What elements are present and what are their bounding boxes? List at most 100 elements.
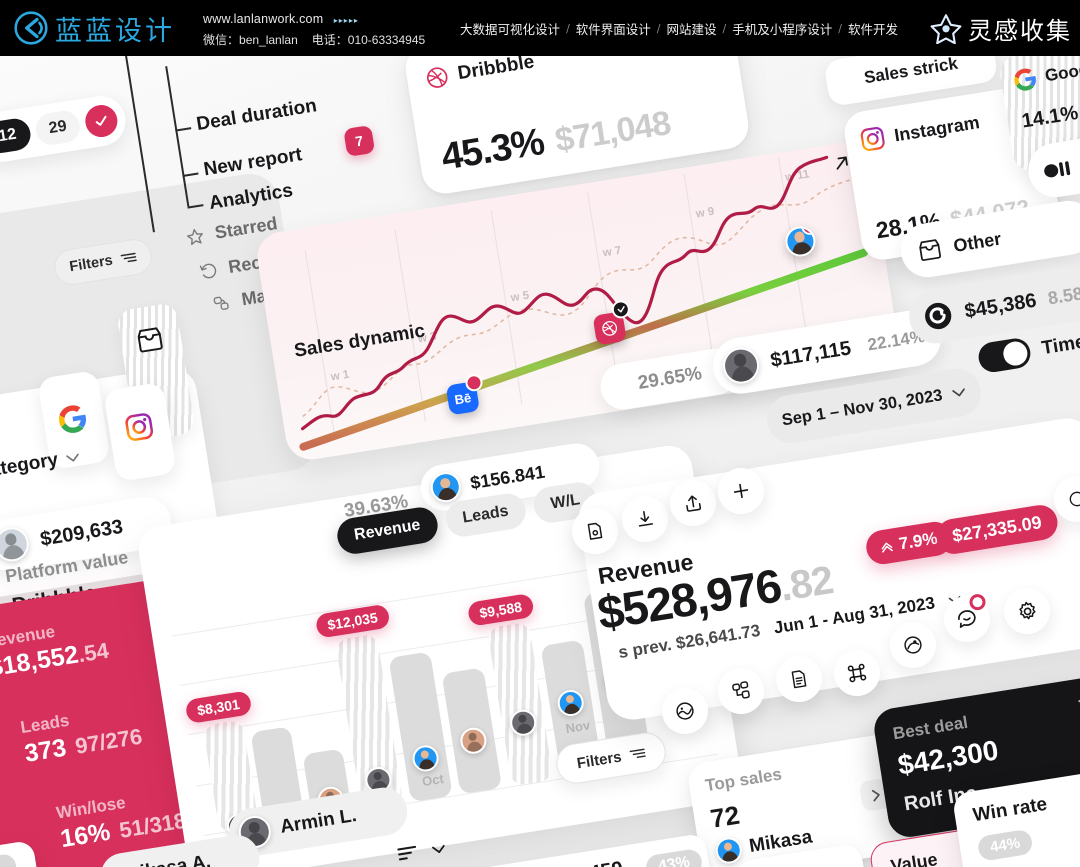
- tree-branch-0: [175, 127, 192, 132]
- sidebar-links: Starred Recent Manage folders: [159, 157, 438, 336]
- instagram-card-name: Instagram: [892, 111, 981, 145]
- command-icon: [847, 663, 867, 683]
- inspiration-logo[interactable]: 灵感收集: [930, 11, 1072, 46]
- brand-nav: 大数据可视化设计 / 软件界面设计 / 网站建设 / 手机及小程序设计 / 软件…: [460, 19, 898, 38]
- partial-referrer-pill[interactable]: [1024, 128, 1080, 202]
- tree-line-outer: [123, 56, 155, 233]
- folders-icon: [213, 296, 229, 310]
- revenue-amount-cents: .82: [776, 558, 836, 610]
- brand-nav-sep: /: [838, 21, 842, 35]
- share-icon-button[interactable]: [666, 476, 720, 530]
- timeframe-toggle[interactable]: [976, 336, 1033, 375]
- clickup-icon: [925, 302, 952, 330]
- brand-logo-text: 蓝蓝设计: [55, 15, 175, 47]
- dribbble-card-head: Dribbble: [424, 56, 536, 91]
- filters-label: Filters: [575, 747, 623, 772]
- brand-logo[interactable]: 蓝蓝设计: [14, 9, 175, 48]
- metric-winlose-value: 16%: [58, 817, 113, 854]
- phone-value: 010-63334945: [347, 33, 426, 47]
- metric-leads-sub: 97/276: [73, 723, 144, 759]
- sidebar-item-manage-folders[interactable]: Manage folders: [210, 269, 374, 315]
- google-referrer-card[interactable]: Googl 14.1%: [997, 56, 1080, 175]
- chat-icon-button[interactable]: [940, 592, 994, 646]
- tree-line-inner: [165, 66, 190, 207]
- daterange-picker-top[interactable]: Sep 1 – Nov 30, 2023: [763, 365, 985, 447]
- document-icon: [791, 670, 807, 689]
- metric-revenue-decimals: .54: [76, 637, 111, 668]
- sidebar-item-starred[interactable]: Starred: [184, 213, 279, 248]
- inspiration-text: 灵感收集: [968, 16, 1072, 45]
- behance-marker[interactable]: Bē: [445, 373, 484, 416]
- instagram-referrer-card[interactable]: Instagram 28.1% $44,072: [841, 83, 1063, 263]
- filters-button-chart[interactable]: Filters: [553, 729, 669, 787]
- document-icon-button[interactable]: [772, 652, 826, 706]
- sales-dynamic-panel[interactable]: w 1 w 3 w 5 w 7 w 9 w 11: [253, 138, 903, 464]
- chevron-down-icon[interactable]: [431, 844, 446, 855]
- check-icon[interactable]: [83, 102, 120, 140]
- count-pill-group[interactable]: 12 29: [0, 92, 129, 166]
- value-chip-2: $9,588: [466, 592, 535, 627]
- instagram-icon: [860, 126, 885, 151]
- avatar: [0, 524, 32, 564]
- filter-lines-icon: [629, 748, 646, 759]
- inbox-tile[interactable]: [116, 302, 196, 442]
- instagram-icon: [125, 413, 154, 441]
- gear-icon-button[interactable]: [1000, 584, 1054, 638]
- referrer-title-line2-row[interactable]: y referrer category: [0, 446, 81, 497]
- download-icon: [638, 510, 654, 527]
- brand-nav-item-2[interactable]: 网站建设: [666, 21, 717, 37]
- brand-nav-item-4[interactable]: 软件开发: [847, 21, 898, 37]
- sort-control[interactable]: [395, 838, 448, 866]
- node-graph-icon-button[interactable]: [886, 618, 940, 672]
- sales-dynamic-chart: [299, 155, 868, 451]
- plus-icon-button[interactable]: [714, 464, 768, 518]
- avatar: [713, 835, 744, 866]
- metric-leads-value: 373: [22, 733, 69, 768]
- ellipse-bars-icon: [1044, 161, 1071, 178]
- dribbble-marker-badge: [610, 299, 632, 320]
- metric-revenue: Revenue $18,552.54: [0, 614, 111, 683]
- chevron-right-icon[interactable]: [858, 777, 894, 812]
- filters-button-top[interactable]: Filters: [51, 236, 155, 288]
- star-icon[interactable]: [1075, 690, 1080, 713]
- sort-icon: [397, 845, 417, 861]
- brand-nav-item-1[interactable]: 软件界面设计: [575, 21, 651, 37]
- top-sales-card[interactable]: Top sales 72 Mikasa: [685, 732, 913, 867]
- user-marker[interactable]: [783, 224, 818, 259]
- brand-nav-item-3[interactable]: 手机及小程序设计: [732, 21, 833, 37]
- command-icon-button[interactable]: [830, 646, 884, 700]
- layers-icon: [732, 681, 750, 699]
- sidebar-item-deal-duration[interactable]: Deal duration: [195, 95, 319, 136]
- metric-winlose-sub: 51/318: [117, 807, 188, 843]
- google-tile[interactable]: [37, 369, 111, 471]
- brand-website[interactable]: www.lanlanwork.com: [203, 12, 324, 26]
- dribbble-percent: 45.3%: [438, 121, 547, 179]
- clickup-amount-row[interactable]: $45,386 8.58%: [905, 254, 1080, 348]
- value-label: Value: [889, 849, 939, 867]
- brand-nav-sep: /: [566, 21, 570, 35]
- instagram-tile[interactable]: [103, 381, 177, 483]
- page-settings-icon-button[interactable]: [568, 504, 622, 558]
- wechat-value: ben_lanlan: [239, 33, 298, 47]
- other-referrer-pill[interactable]: Other: [896, 197, 1080, 281]
- extra-icon-button[interactable]: [1050, 472, 1080, 526]
- sticker-icon-button[interactable]: [658, 684, 712, 738]
- star-icon: [186, 228, 203, 245]
- brand-nav-item-0[interactable]: 大数据可视化设计: [460, 21, 561, 37]
- count-dark-badge[interactable]: 12: [0, 116, 33, 156]
- dribbble-amount: $71,048: [552, 104, 673, 160]
- layers-icon-button[interactable]: [714, 664, 768, 718]
- sidebar-item-recent[interactable]: Recent: [197, 248, 289, 283]
- google-icon: [1014, 68, 1036, 91]
- plus-icon: [733, 483, 749, 499]
- count-light-badge[interactable]: 29: [33, 108, 82, 148]
- download-icon-button[interactable]: [618, 492, 672, 546]
- wechat-label: 微信：: [203, 33, 240, 47]
- toggle-knob: [1001, 339, 1030, 368]
- dribbble-kpi-card[interactable]: Dribbble 45.3% $71,048: [402, 56, 752, 197]
- brand-contact-block: www.lanlanwork.com ▸▸▸▸▸ 微信：ben_lanlan 电话…: [203, 7, 425, 49]
- clickup-percent: 8.58%: [1046, 280, 1080, 308]
- dribbble-marker[interactable]: [592, 299, 632, 346]
- daterange-label: Sep 1 – Nov 30, 2023: [780, 385, 944, 429]
- user-value-amount: $117,115: [768, 336, 853, 372]
